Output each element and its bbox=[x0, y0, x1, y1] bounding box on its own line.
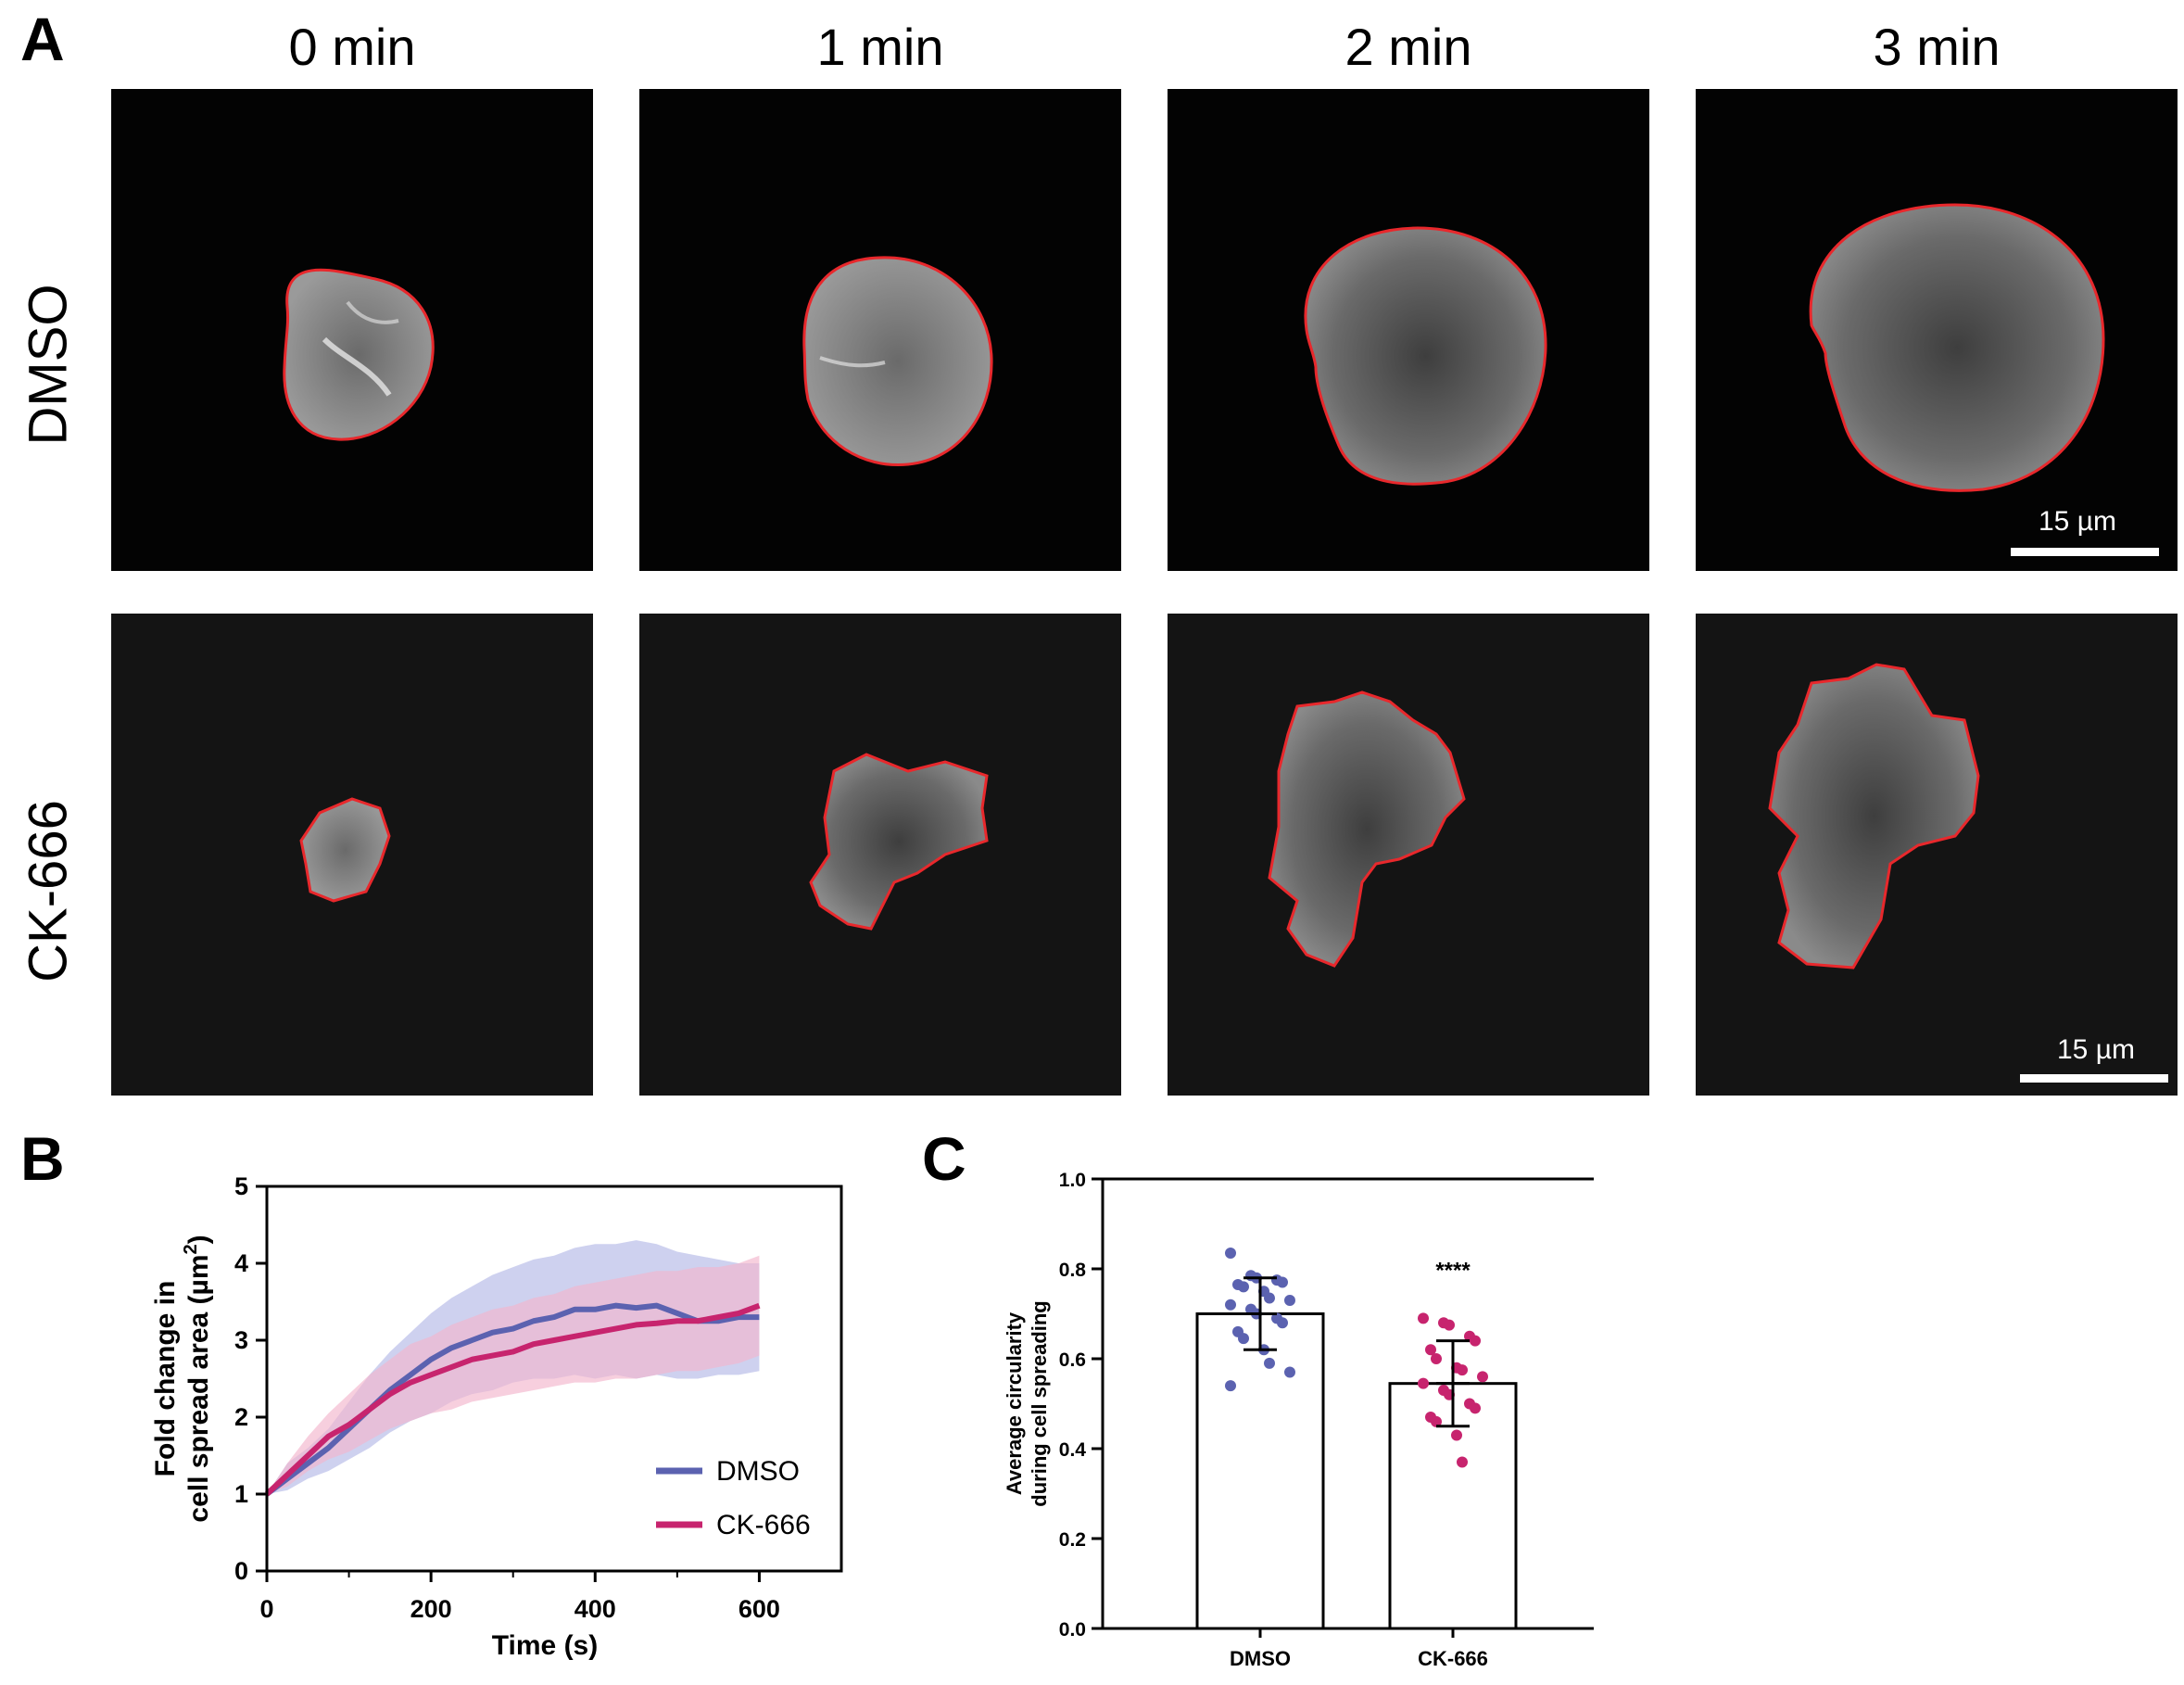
y-axis-label-line1: Fold change in bbox=[150, 1281, 181, 1477]
data-point bbox=[1431, 1353, 1442, 1364]
data-point bbox=[1225, 1248, 1236, 1260]
micrograph-dmso-0min bbox=[111, 89, 593, 571]
y-tick-label-3: 0.6 bbox=[1059, 1349, 1086, 1371]
y-axis-label: Fold change in cell spread area (µm2) bbox=[150, 1235, 214, 1522]
data-point bbox=[1264, 1357, 1275, 1369]
panel-a-letter: A bbox=[20, 5, 65, 73]
micrograph-dmso-2min bbox=[1168, 89, 1649, 571]
panel-c-letter: C bbox=[922, 1124, 966, 1193]
x-tick-label-0: 0 bbox=[259, 1595, 273, 1623]
y-axis-label-sup: 2 bbox=[181, 1244, 201, 1254]
y-tick-label-3: 3 bbox=[234, 1326, 248, 1354]
series-line-0 bbox=[265, 1302, 760, 1497]
data-point bbox=[1418, 1312, 1429, 1324]
micrograph-dmso-1min bbox=[639, 89, 1121, 571]
chart-b: 0 200 400 600 0 1 2 3 4 5 Time (s) Fold change in ce… bbox=[150, 1172, 843, 1661]
data-point bbox=[1457, 1456, 1468, 1468]
time-label-0: 0 min bbox=[288, 18, 416, 76]
micrograph-ck666-2min bbox=[1168, 614, 1649, 1096]
data-point bbox=[1418, 1377, 1429, 1389]
micrograph-ck666-3min: 15 µm bbox=[1696, 614, 2178, 1096]
y-axis-label-close: ) bbox=[183, 1235, 214, 1244]
data-point bbox=[1470, 1402, 1481, 1414]
y-tick-label-2: 2 bbox=[234, 1403, 248, 1431]
y-tick-label-2: 0.4 bbox=[1059, 1439, 1087, 1461]
data-point bbox=[1284, 1366, 1295, 1378]
plot-frame bbox=[265, 1185, 843, 1573]
data-point bbox=[1425, 1344, 1436, 1356]
y-tick-label-5: 5 bbox=[234, 1172, 248, 1200]
row-label-ck666: CK-666 bbox=[18, 800, 79, 982]
y-tick-label-0: 0.0 bbox=[1059, 1619, 1086, 1641]
data-point bbox=[1225, 1380, 1236, 1392]
legend-label-0: DMSO bbox=[716, 1456, 800, 1487]
y-axis-label: Average circularityduring cell spreading bbox=[1003, 1300, 1051, 1506]
data-point bbox=[1477, 1371, 1488, 1383]
y-axis-label-line2: cell spread area (µm bbox=[183, 1255, 214, 1523]
data-point bbox=[1284, 1294, 1295, 1306]
micrograph-ck666-0min bbox=[111, 614, 593, 1096]
bar-0 bbox=[1195, 1312, 1325, 1630]
time-label-3: 3 min bbox=[1873, 18, 2001, 76]
y-tick-label-5: 1.0 bbox=[1059, 1170, 1086, 1191]
y-tick-label-1: 0.2 bbox=[1059, 1529, 1086, 1551]
y-tick-label-0: 0 bbox=[234, 1557, 248, 1585]
data-point bbox=[1238, 1333, 1249, 1345]
significance-label: **** bbox=[1435, 1259, 1471, 1284]
plot-frame bbox=[1101, 1177, 1594, 1630]
series-line-1 bbox=[264, 1302, 761, 1497]
micrograph-ck666-1min bbox=[639, 614, 1121, 1096]
y-axis-label-line1: Average circularity bbox=[1003, 1311, 1026, 1495]
legend-label-1: CK-666 bbox=[716, 1510, 811, 1540]
scale-bar-label-dmso: 15 µm bbox=[2039, 506, 2116, 537]
data-point bbox=[1264, 1292, 1275, 1304]
data-point bbox=[1277, 1317, 1288, 1329]
scale-bar-dmso bbox=[2011, 548, 2159, 556]
data-point bbox=[1277, 1276, 1288, 1288]
y-tick-label-1: 1 bbox=[234, 1480, 248, 1508]
panel-b-letter: B bbox=[20, 1124, 65, 1193]
category-label-1: CK-666 bbox=[1418, 1647, 1488, 1670]
time-label-1: 1 min bbox=[816, 18, 944, 76]
y-tick-label-4: 4 bbox=[234, 1249, 248, 1277]
y-tick-label-4: 0.8 bbox=[1059, 1260, 1087, 1281]
data-point bbox=[1470, 1335, 1481, 1347]
x-axis-label: Time (s) bbox=[492, 1630, 598, 1661]
x-tick-label-3: 600 bbox=[739, 1595, 780, 1623]
data-point bbox=[1451, 1429, 1462, 1441]
data-point bbox=[1225, 1299, 1236, 1311]
data-point bbox=[1444, 1319, 1455, 1331]
data-point bbox=[1431, 1415, 1442, 1427]
category-label-0: DMSO bbox=[1230, 1647, 1291, 1670]
time-label-2: 2 min bbox=[1344, 18, 1472, 76]
x-tick-label-2: 400 bbox=[574, 1595, 616, 1623]
scale-bar-label-ck666: 15 µm bbox=[2057, 1034, 2135, 1065]
row-label-dmso: DMSO bbox=[18, 284, 79, 446]
x-tick-label-1: 200 bbox=[410, 1595, 452, 1623]
data-point bbox=[1457, 1364, 1468, 1376]
band-1 bbox=[267, 1255, 760, 1494]
scale-bar-ck666 bbox=[2020, 1074, 2168, 1083]
micrograph-dmso-3min: 15 µm bbox=[1696, 89, 2178, 571]
data-point bbox=[1238, 1281, 1249, 1293]
chart-c: DMSO CK-666 **** 0.0 0.2 0.4 0.6 0.8 1.0 Average … bbox=[1003, 1170, 1594, 1670]
y-axis-label-line2: during cell spreading bbox=[1028, 1300, 1051, 1506]
